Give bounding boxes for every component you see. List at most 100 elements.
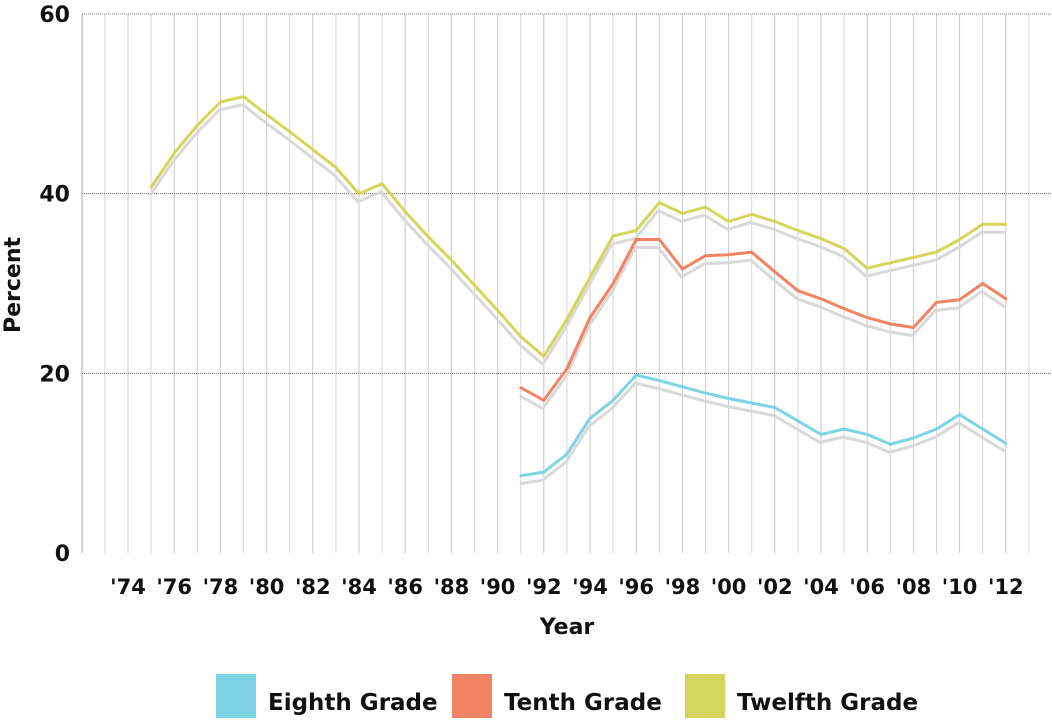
data-point bbox=[981, 222, 985, 226]
data-point bbox=[588, 416, 592, 420]
data-point bbox=[865, 316, 869, 319]
series-shadow-1 bbox=[518, 246, 1006, 410]
data-point bbox=[727, 220, 730, 223]
x-tick-label: '86 bbox=[387, 575, 423, 599]
data-point bbox=[542, 398, 546, 402]
x-tick-label: '76 bbox=[156, 575, 192, 599]
x-tick-label: '82 bbox=[295, 575, 331, 599]
data-point bbox=[819, 433, 823, 436]
data-point bbox=[681, 385, 684, 389]
data-point bbox=[634, 238, 638, 241]
data-point bbox=[219, 100, 222, 104]
x-tick-label: '08 bbox=[896, 575, 932, 599]
x-axis-label: Year bbox=[539, 615, 595, 640]
x-tick-label: '06 bbox=[849, 575, 885, 599]
x-tick-label: '94 bbox=[572, 575, 608, 599]
data-point bbox=[634, 229, 638, 232]
data-point bbox=[657, 201, 661, 205]
data-point bbox=[750, 401, 754, 405]
data-point bbox=[611, 398, 615, 402]
series-shadows bbox=[148, 103, 1006, 486]
x-tick-label: '78 bbox=[203, 575, 239, 599]
data-point bbox=[750, 212, 754, 216]
legend-swatch bbox=[452, 674, 492, 718]
data-point bbox=[496, 309, 499, 312]
data-point bbox=[1004, 222, 1008, 226]
data-point bbox=[773, 220, 777, 223]
data-point bbox=[311, 148, 315, 152]
data-point bbox=[819, 237, 823, 241]
data-point bbox=[588, 316, 592, 319]
data-point bbox=[842, 307, 846, 311]
data-point bbox=[727, 253, 730, 257]
legend-label: Tenth Grade bbox=[504, 690, 662, 716]
data-point bbox=[634, 373, 638, 377]
data-point bbox=[704, 205, 707, 209]
grid bbox=[81, 13, 1052, 553]
x-tick-label: '80 bbox=[249, 575, 285, 599]
data-point bbox=[542, 470, 546, 474]
legend-swatch bbox=[685, 674, 725, 718]
legend-swatch bbox=[216, 674, 256, 718]
data-point bbox=[888, 261, 892, 265]
series-shadow-0 bbox=[519, 381, 1006, 486]
y-tick-labels: 0 20 40 60 bbox=[39, 3, 70, 567]
x-tick-label: '12 bbox=[988, 575, 1024, 599]
data-point bbox=[842, 247, 846, 250]
data-point bbox=[750, 250, 754, 254]
x-tick-label: '02 bbox=[757, 575, 793, 599]
data-point bbox=[657, 238, 661, 241]
x-tick-labels: '74 '76 '78 '80 '82 '84 '86 '88 '90 '92 '94 '96 '98 '… bbox=[110, 575, 1023, 599]
data-point bbox=[935, 301, 938, 304]
x-tick-label: '74 bbox=[110, 575, 146, 599]
x-tick-label: '96 bbox=[618, 575, 654, 599]
data-point bbox=[935, 427, 938, 431]
data-point bbox=[542, 354, 546, 358]
x-tick-label: '92 bbox=[526, 575, 562, 599]
data-point bbox=[450, 258, 453, 262]
data-point bbox=[981, 427, 985, 431]
data-point bbox=[380, 182, 384, 186]
data-point bbox=[288, 130, 292, 134]
data-point bbox=[842, 427, 846, 431]
data-point bbox=[172, 151, 176, 155]
data-point bbox=[473, 283, 476, 287]
data-point bbox=[773, 270, 777, 274]
legend: Eighth Grade Tenth Grade Twelfth Grade bbox=[216, 674, 918, 718]
data-point bbox=[357, 192, 361, 196]
data-point bbox=[265, 113, 268, 116]
data-point bbox=[519, 335, 523, 338]
data-point bbox=[981, 282, 985, 285]
data-point bbox=[426, 235, 430, 239]
legend-label: Eighth Grade bbox=[268, 690, 438, 716]
data-point bbox=[1004, 297, 1008, 301]
data-point bbox=[588, 275, 592, 279]
data-point bbox=[958, 413, 961, 417]
data-point bbox=[727, 397, 730, 400]
series-line-eighth-grade bbox=[520, 373, 1007, 478]
y-tick-label: 20 bbox=[39, 362, 70, 387]
legend-label: Twelfth Grade bbox=[737, 690, 918, 716]
data-point bbox=[912, 436, 915, 440]
x-tick-label: '88 bbox=[434, 575, 470, 599]
data-point bbox=[195, 124, 199, 127]
data-point bbox=[565, 452, 569, 456]
data-point bbox=[681, 267, 684, 271]
data-point bbox=[519, 474, 523, 478]
data-point bbox=[681, 212, 684, 215]
series-shadow-2 bbox=[148, 103, 1005, 366]
data-point bbox=[796, 419, 800, 423]
data-point bbox=[912, 256, 915, 259]
data-point bbox=[149, 186, 153, 189]
data-point bbox=[704, 391, 707, 395]
x-tick-label: '90 bbox=[480, 575, 516, 599]
data-point bbox=[958, 298, 961, 302]
x-tick-label: '04 bbox=[803, 575, 839, 599]
y-tick-label: 0 bbox=[55, 542, 70, 567]
data-point bbox=[565, 367, 569, 371]
data-point bbox=[611, 282, 615, 285]
data-point bbox=[958, 238, 961, 241]
data-point bbox=[796, 229, 800, 232]
x-tick-label: '84 bbox=[341, 575, 377, 599]
